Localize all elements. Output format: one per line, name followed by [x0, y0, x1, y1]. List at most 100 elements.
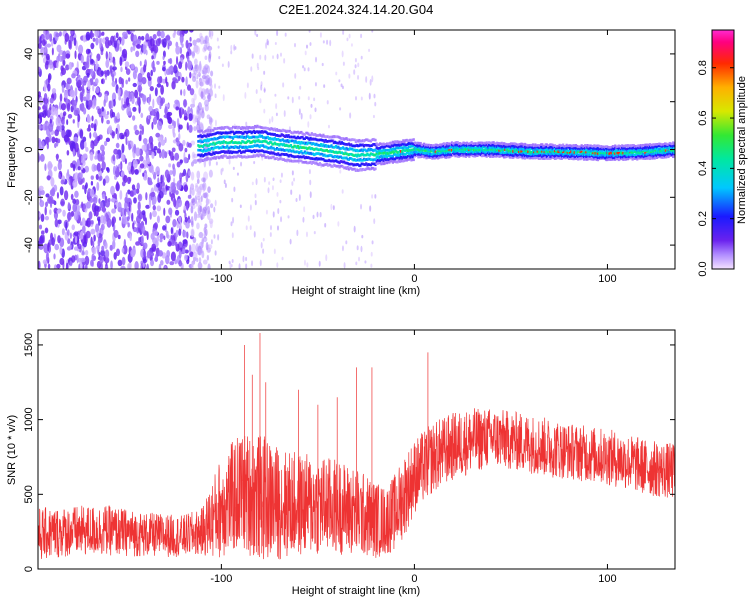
spectrogram-ridge-cell: [330, 154, 333, 157]
spectrogram-ridge-cell: [403, 142, 406, 145]
spectrogram-cell: [93, 123, 97, 132]
spectrogram-ridge-cell: [514, 150, 517, 154]
spectrogram-ridge-cell: [631, 149, 634, 152]
spectrogram-ridge-cell: [358, 149, 361, 153]
spectrogram-ridge-cell: [540, 150, 543, 153]
spectrogram-ridge-cell: [648, 153, 652, 157]
spectrogram-ridge-cell: [477, 144, 480, 148]
spectrogram-cell: [126, 216, 130, 222]
spectrogram-cell: [188, 244, 192, 253]
spectrogram-cell: [339, 169, 342, 174]
spectrogram-ridge-cell: [319, 134, 323, 137]
spectrogram-cell: [131, 184, 136, 191]
spectrogram-ridge-cell: [409, 145, 412, 149]
spectrogram-ridge-cell: [344, 151, 347, 155]
spectrogram-cell: [361, 234, 364, 239]
spectrogram-cell: [181, 43, 184, 48]
spectrogram-ridge-cell: [644, 143, 647, 147]
spectrogram-ridge-cell: [231, 150, 235, 154]
spectrogram-ridge-cell: [511, 153, 514, 157]
spectrogram-ridge-cell: [235, 130, 238, 134]
spectrogram-ridge-cell: [622, 147, 625, 150]
spectrogram-ridge-cell: [601, 153, 604, 157]
spectrogram-ridge-cell: [352, 138, 355, 142]
spectrogram-ridge-cell: [211, 137, 214, 141]
spectrogram-ridge-cell: [472, 151, 476, 154]
spectrogram-ridge-cell: [441, 147, 444, 150]
spectrogram-cell: [299, 85, 302, 90]
spectrogram-cell: [45, 252, 49, 263]
spectrogram-ridge-cell: [599, 149, 602, 153]
spectrogram-ridge-cell: [340, 164, 344, 168]
spectrogram-cell: [192, 114, 197, 124]
spectrogram-cell: [306, 262, 309, 268]
spectrogram-ridge-cell: [450, 143, 454, 147]
spectrogram-cell: [149, 85, 154, 92]
spectrogram-ridge-cell: [260, 154, 264, 158]
spectrogram-ridge-cell: [505, 145, 508, 149]
spectrogram-ridge-cell: [263, 136, 266, 139]
spectrogram-cell: [44, 216, 50, 221]
spectrogram-cell: [80, 164, 84, 170]
spectrogram-ridge-cell: [608, 152, 611, 155]
spectrogram-ridge-cell: [652, 146, 655, 150]
spectrogram-ridge-cell: [622, 148, 625, 152]
spectrogram-ridge-cell: [529, 151, 532, 154]
spectrogram-ridge-cell: [625, 149, 628, 153]
spectrogram-ridge-cell: [345, 146, 348, 150]
spectrogram-ridge-cell: [361, 168, 364, 171]
spectrogram-ridge-cell: [300, 159, 303, 163]
spectrogram-ridge-cell: [504, 155, 507, 159]
spectrogram-ridge-cell: [228, 141, 231, 144]
spectrogram-cell: [68, 137, 71, 145]
spectrogram-cell: [348, 33, 351, 39]
spectrogram-ridge-cell: [278, 153, 281, 157]
spectrogram-ridge-cell: [260, 144, 264, 148]
spectrogram-ridge-cell: [448, 142, 451, 146]
spectrogram-cell: [356, 245, 359, 251]
spectrogram-ridge-cell: [442, 147, 445, 151]
spectrogram-cell: [59, 186, 64, 196]
spectrogram-ridge-cell: [296, 130, 300, 134]
spectrogram-ridge-cell: [253, 140, 257, 144]
spectrogram-ridge-cell: [602, 155, 605, 159]
spectrogram-ridge-cell: [352, 167, 355, 171]
spectrogram-ridge-cell: [516, 149, 520, 153]
spectrogram-ridge-cell: [658, 154, 661, 158]
spectrogram-ridge-cell: [566, 151, 569, 154]
spectrogram-cell: [276, 262, 279, 268]
spectrogram-ridge-cell: [430, 144, 433, 147]
spectrogram-ridge-cell: [424, 151, 427, 155]
spectrogram-ridge-cell: [661, 156, 664, 159]
spectrogram-ridge-cell: [515, 145, 518, 148]
spectrogram-ridge-cell: [243, 150, 246, 154]
spectrogram-ridge-cell: [200, 135, 203, 139]
spectrogram-ridge-cell: [281, 158, 284, 161]
spectrogram-ridge-cell: [387, 142, 390, 146]
spectrogram-ridge-cell: [293, 135, 296, 139]
spectrogram-cell: [136, 182, 140, 191]
spectrogram-cell: [149, 93, 152, 103]
spectrogram-ridge-cell: [274, 142, 278, 146]
spectrogram-ridge-cell: [541, 155, 544, 158]
spectrogram-cell: [51, 187, 56, 197]
x-tick-label: 100: [598, 273, 616, 285]
spectrogram-ridge-cell: [365, 162, 368, 165]
spectrogram-cell: [172, 167, 176, 177]
spectrogram-ridge-cell: [502, 142, 506, 145]
spectrogram-ridge-cell: [438, 149, 441, 152]
spectrogram-ridge-cell: [637, 148, 640, 152]
spectrogram-ridge-cell: [654, 151, 657, 154]
spectrogram-ridge-cell: [257, 125, 260, 129]
spectrogram-ridge-cell: [304, 141, 308, 145]
spectrogram-ridge-cell: [666, 149, 669, 153]
spectrogram-ridge-cell: [468, 152, 471, 156]
spectrogram-cell: [196, 109, 200, 115]
spectrogram-ridge-cell: [521, 142, 524, 146]
spectrogram-ridge-cell: [487, 141, 491, 144]
spectrogram-ridge-cell: [333, 145, 337, 149]
spectrogram-ridge-cell: [475, 142, 478, 145]
spectrogram-ridge-cell: [200, 159, 203, 162]
spectrogram-cell: [169, 261, 175, 266]
spectrogram-ridge-cell: [332, 163, 335, 167]
